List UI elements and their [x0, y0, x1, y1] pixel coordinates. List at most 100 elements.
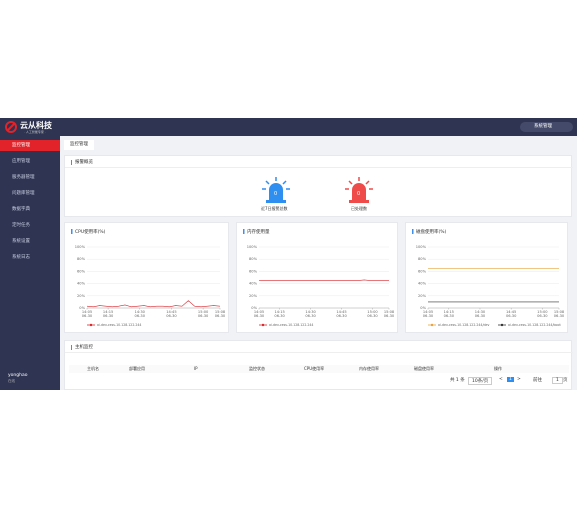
chart: CPU使用率(%)0%20%40%60%80%100%14:0506-3014:…: [71, 228, 226, 327]
pager-size[interactable]: 10条/页: [468, 377, 493, 385]
legend-label: ai-dev-cess-10.128.122.244/boot: [508, 323, 561, 327]
x-tick-sublabel: 06-30: [198, 314, 209, 318]
x-tick-sublabel: 06-30: [274, 314, 285, 318]
y-tick-label: 40%: [418, 282, 427, 286]
legend-label: ai-dev-cess-10.128.122.244: [97, 323, 141, 327]
x-tick-sublabel: 06-30: [444, 314, 455, 318]
legend-label: ai-dev-cess-10.128.122.244: [269, 323, 313, 327]
chart-title: 内存使用量: [247, 228, 270, 235]
pager-input[interactable]: 1: [552, 377, 563, 384]
y-tick-label: 80%: [77, 257, 86, 261]
chart: 磁盘使用率(%)0%20%40%60%80%100%14:0506-3014:1…: [412, 228, 565, 327]
x-tick-label: 14:45: [166, 310, 176, 314]
system-button[interactable]: 系统管理: [520, 122, 573, 132]
alarm-label: 已处理数: [351, 206, 367, 211]
menu-item[interactable]: 监控管理: [0, 140, 60, 151]
legend-marker: [500, 323, 504, 327]
pager-page[interactable]: 1: [507, 377, 514, 382]
chart-title: 磁盘使用率(%): [416, 228, 447, 235]
menu-item[interactable]: 应用管理: [12, 159, 30, 164]
x-tick-sublabel: 06-30: [336, 314, 347, 318]
x-tick-label: 14:05: [423, 310, 433, 314]
x-tick-label: 14:30: [475, 310, 486, 314]
divider: [65, 167, 573, 168]
alarm-count: 0: [357, 191, 361, 197]
x-tick-sublabel: 06-30: [423, 314, 434, 318]
alarm-count: 0: [274, 191, 278, 197]
user-name: yonghao: [8, 373, 28, 378]
y-tick-label: 60%: [77, 269, 86, 273]
column-header: 操作: [494, 366, 502, 371]
pager-prev[interactable]: <: [499, 377, 503, 382]
legend-marker: [89, 323, 93, 327]
x-tick-label: 14:45: [336, 310, 346, 314]
pager-next[interactable]: >: [517, 377, 521, 382]
pager-total: 共 1 条: [450, 378, 465, 383]
logo-icon: [5, 121, 17, 133]
y-tick-label: 80%: [418, 257, 427, 261]
alarm-title: 报警概览: [71, 160, 93, 165]
main: 监控管理 报警概览 0 近7日报警总数 0 已处理数 CPU使用率(%) 0% 20…: [60, 136, 577, 390]
legend-marker: [261, 323, 265, 327]
x-tick-sublabel: 06-30: [103, 314, 114, 318]
y-tick-label: 0%: [79, 306, 85, 310]
menu-item[interactable]: 数据字典: [12, 207, 30, 212]
sidebar: yonghao 在线 监控管理应用管理服务器管理问题库管理数据字典定时任务系统设…: [0, 136, 60, 390]
column-header: 监控状态: [249, 366, 265, 371]
tab[interactable]: 监控管理: [64, 140, 94, 150]
column-header: 内存使用率: [359, 366, 379, 371]
y-tick-label: 100%: [75, 245, 86, 249]
x-tick-sublabel: 06-30: [82, 314, 93, 318]
menu-item[interactable]: 定时任务: [12, 223, 30, 228]
pager-unit: 页: [563, 378, 568, 383]
series-line: [259, 279, 389, 281]
divider: [65, 352, 573, 353]
y-tick-label: 0%: [420, 306, 426, 310]
x-tick-sublabel: 06-30: [367, 314, 378, 318]
pager-goto: 前往: [533, 378, 542, 383]
alarm-icon-red: [345, 177, 373, 203]
chart-card: 磁盘使用率(%) 0% 20% 40% 60% 80% 100% 14:05 06-30 14:1…: [405, 222, 568, 333]
x-tick-label: 14:05: [254, 310, 264, 314]
x-tick-sublabel: 06-30: [475, 314, 486, 318]
title-bar: [243, 229, 245, 234]
column-header: 部署应用: [129, 366, 145, 371]
user-status: 在线: [8, 379, 15, 383]
x-tick-label: 14:15: [103, 310, 113, 314]
y-tick-label: 20%: [77, 294, 86, 298]
column-header: 主机名: [87, 366, 99, 371]
x-tick-label: 15:00: [367, 310, 378, 314]
legend-label: ai-dev-cess-10.128.122.244/dev: [438, 323, 490, 327]
x-tick-sublabel: 06-30: [506, 314, 517, 318]
table-header: 主机名 部署应用 IP 监控状态 CPU使用率 内存使用率 磁盘使用率 操作: [69, 365, 569, 373]
top-bar: 云从科技 · 人工智能专家 · 系统管理: [0, 118, 577, 136]
host-panel: 主机监控 主机名 部署应用 IP 监控状态 CPU使用率 内存使用率 磁盘使用率 操作: [64, 340, 573, 390]
alarm-panel: 报警概览 0 近7日报警总数 0 已处理数: [64, 155, 573, 217]
pagination: 共 1 条 10条/页 <1 > 前往 1 页: [450, 376, 575, 386]
x-tick-sublabel: 06-30: [537, 314, 548, 318]
chart-card: CPU使用率(%) 0% 20% 40% 60% 80% 100% 14:05 06-30 14:…: [64, 222, 229, 333]
menu-item[interactable]: 问题库管理: [12, 191, 35, 196]
x-tick-label: 14:30: [135, 310, 146, 314]
menu-item[interactable]: 服务器管理: [12, 175, 35, 180]
menu-item[interactable]: 系统设置: [12, 239, 30, 244]
y-tick-label: 80%: [249, 257, 258, 261]
y-tick-label: 60%: [418, 269, 427, 273]
x-tick-label: 14:05: [82, 310, 92, 314]
legend-marker: [430, 323, 434, 327]
title-bar: [71, 229, 73, 234]
y-tick-label: 20%: [418, 294, 427, 298]
y-tick-label: 100%: [416, 245, 427, 249]
x-tick-label: 15:00: [537, 310, 548, 314]
x-tick-label: 14:15: [444, 310, 454, 314]
y-tick-label: 60%: [249, 269, 258, 273]
x-tick-label: 14:30: [305, 310, 316, 314]
menu-item[interactable]: 系统日志: [12, 255, 30, 260]
x-tick-sublabel: 06-30: [305, 314, 316, 318]
alarm-icon-blue: [262, 177, 290, 203]
x-tick-sublabel: 06-30: [135, 314, 146, 318]
title-bar: [412, 229, 414, 234]
x-tick-label: 14:15: [274, 310, 284, 314]
y-tick-label: 40%: [77, 282, 86, 286]
